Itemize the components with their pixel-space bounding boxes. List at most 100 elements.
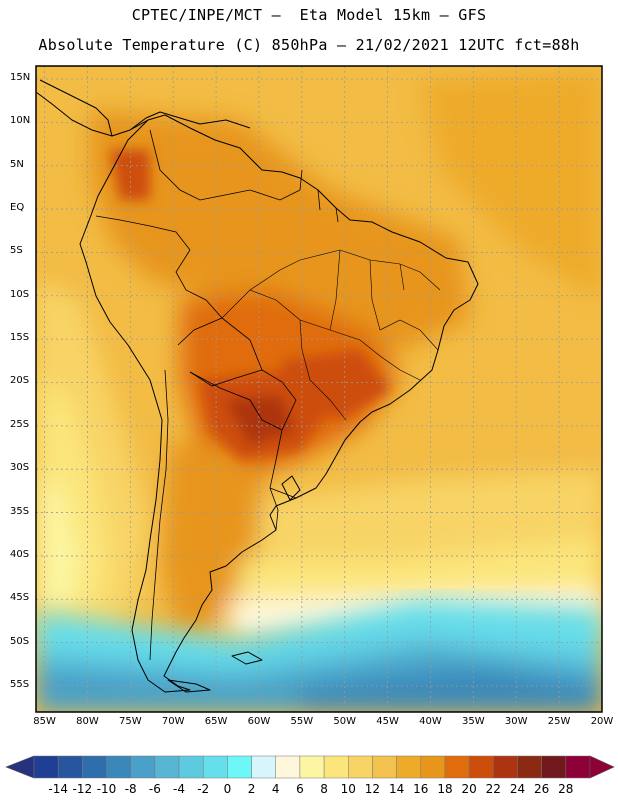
lon-tick-label: 80W: [76, 716, 99, 727]
field-atlantic-warm: [420, 70, 602, 300]
field-south-warm: [160, 440, 270, 640]
field-pacific-band-3: [36, 470, 80, 610]
border-brazil-uruguay: [269, 429, 297, 499]
lat-tick-label: 35S: [10, 505, 30, 517]
field-core-2: [225, 395, 295, 445]
colorbar-label: 4: [271, 782, 280, 796]
border-bolivia: [177, 317, 263, 387]
colorbar-label: 6: [296, 782, 304, 796]
colorbar-swatch: [420, 755, 446, 779]
colorbar-swatch: [275, 755, 301, 779]
colorbar-left-arrow: [5, 755, 35, 779]
lon-tick-label: 45W: [376, 716, 399, 727]
border-peru-brazil: [175, 249, 223, 319]
colorbar-swatch: [130, 755, 156, 779]
colorbar-label: 20: [461, 782, 477, 796]
colorbar-swatch: [106, 755, 131, 779]
state-lines-east: [369, 259, 439, 351]
colorbar-label: 26: [534, 782, 550, 796]
colorbar: [5, 755, 615, 779]
map-title-line-2: Absolute Temperature (C) 850hPa – 21/02/…: [38, 36, 580, 54]
colorbar-swatch: [178, 755, 204, 779]
colorbar-label: 0: [223, 782, 232, 796]
country-borders: [95, 129, 339, 661]
field-core-3: [280, 350, 390, 420]
lon-tick-label: 70W: [161, 716, 185, 727]
colorbar-swatch: [517, 755, 542, 779]
lat-tick-label: 15S: [10, 332, 30, 344]
colorbar-swatch: [323, 755, 349, 779]
tierra-del-fuego: [167, 679, 211, 693]
colorbar-label: 22: [485, 782, 501, 796]
state-borders: [221, 249, 441, 421]
lat-tick-label: 55S: [10, 678, 30, 690]
map-frame: [35, 65, 603, 713]
field-colombia-hot: [110, 150, 150, 200]
caribbean-coast: [129, 111, 251, 131]
coastlines: [36, 79, 479, 693]
colorbar-swatch: [468, 755, 494, 779]
colorbar-swatch: [348, 755, 373, 779]
colorbar-swatch: [372, 755, 397, 779]
border-guianas: [299, 169, 339, 223]
colorbar-label: 16: [413, 782, 429, 796]
colorbar-label: 28: [558, 782, 574, 796]
colorbar-label: 10: [340, 782, 356, 796]
colorbar-label: 24: [509, 782, 526, 796]
colorbar-swatch: [33, 755, 59, 779]
colorbar-right-arrow: [589, 755, 615, 779]
lat-tick-label: 45S: [10, 592, 30, 604]
temperature-field: [36, 66, 602, 712]
colorbar-label: 2: [247, 782, 256, 796]
lat-tick-label: 5S: [10, 245, 23, 257]
border-argentina-paraguay: [189, 371, 283, 431]
colorbar-swatch: [251, 755, 276, 779]
colorbar-label: 18: [437, 782, 453, 796]
lon-tick-label: 75W: [119, 716, 142, 727]
lon-tick-label: 60W: [247, 716, 271, 727]
state-lines-central: [249, 289, 421, 381]
falkland-islands: [231, 651, 263, 665]
colorbar-label: -8: [124, 782, 137, 796]
colorbar-label: -2: [197, 782, 210, 796]
lon-tick-label: 65W: [204, 716, 228, 727]
map-title-line-1: CPTEC/INPE/MCT – Eta Model 15km – GFS: [131, 6, 487, 24]
colorbar-label: 12: [364, 782, 381, 796]
lat-tick-label: 15N: [10, 72, 31, 83]
field-north-warm: [90, 110, 470, 360]
lon-tick-label: 40W: [419, 716, 442, 727]
lon-tick-label: 55W: [290, 716, 314, 727]
border-venezuela-brazil: [219, 189, 301, 201]
colorbar-swatch: [299, 755, 325, 779]
colorbar-swatch: [57, 755, 83, 779]
colorbar-swatch: [493, 755, 518, 779]
lat-tick-label: 25S: [10, 418, 30, 430]
colorbar-label: -12: [72, 782, 93, 796]
lat-tick-label: 30S: [10, 462, 30, 474]
border-colombia-peru-ecuador: [95, 215, 191, 251]
border-venezuela-colombia: [149, 129, 221, 201]
field-cold-4: [300, 670, 602, 712]
lon-tick-label: 30W: [504, 716, 528, 727]
colorbar-swatch: [444, 755, 470, 779]
border-uruguay: [269, 487, 279, 531]
colorbar-label: -10: [96, 782, 117, 796]
south-america-outline: [79, 114, 479, 693]
colorbar-label: -14: [48, 782, 68, 796]
lon-tick-label: 50W: [333, 716, 357, 727]
colorbar-label: 14: [388, 782, 405, 796]
colorbar-label: -6: [148, 782, 161, 796]
border-paraguay-brazil: [261, 369, 297, 431]
lat-tick-label: 5N: [10, 158, 24, 170]
lon-tick-label: 35W: [462, 716, 485, 727]
lat-tick-label: 40S: [10, 548, 30, 560]
colorbar-swatch: [82, 755, 107, 779]
lon-tick-label: 25W: [547, 716, 571, 727]
lon-tick-label: 85W: [33, 716, 56, 727]
lon-tick-label: 20W: [590, 716, 614, 727]
state-lines-south: [299, 249, 347, 421]
colorbar-swatch: [202, 755, 228, 779]
lat-tick-label: 20S: [10, 375, 30, 387]
lat-tick-label: 50S: [10, 635, 30, 647]
